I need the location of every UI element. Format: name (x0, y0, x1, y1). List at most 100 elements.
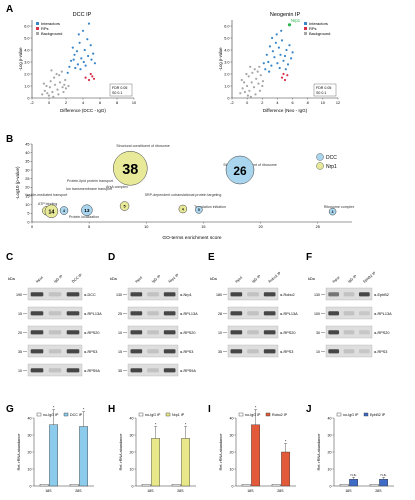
antibody-label: α-RPS3 (280, 350, 293, 354)
scatter-point-background (60, 70, 63, 73)
scatter-point-rps (84, 76, 87, 79)
bubble-nrp1 (119, 201, 130, 211)
y-tick-label: 20 (28, 450, 32, 454)
y-tick-label: 40 (328, 416, 332, 420)
bar-control (271, 484, 281, 487)
significance-mark: * (53, 405, 55, 409)
y-tick-label: 4.0 (24, 48, 29, 52)
panel-letter-a: A (6, 4, 13, 15)
scatter-point-interactors (83, 48, 86, 52)
blot-strip (325, 344, 373, 358)
blot-band (130, 292, 143, 297)
scatter-point-interactors (279, 53, 282, 56)
nrp1-callout: Nrp1 (291, 18, 301, 23)
legend-label: DCC IP (70, 413, 83, 417)
y-tick-label: 20 (230, 450, 234, 454)
x-axis-label: Difference (Neo - IgG) (263, 108, 308, 113)
scatter-point-rps (91, 75, 94, 78)
scatter-point-background (57, 93, 60, 96)
legend-label: RPs (41, 26, 49, 31)
blot-band (328, 349, 340, 354)
scatter-point-background (64, 78, 67, 82)
blot-band (328, 330, 340, 335)
scatter-point-background (257, 82, 260, 85)
scatter-point-background (245, 72, 248, 76)
scatter-point-background (52, 95, 55, 98)
scatter-point-interactors (280, 39, 284, 42)
kda-marker: 35 (18, 350, 22, 354)
lane-label: Input (35, 276, 44, 284)
go-annotation: Vesicle-mediated transport (25, 193, 68, 197)
bar-ip (181, 438, 190, 487)
scatter-point-background (58, 74, 61, 77)
bubbles: 38265144135454 (42, 151, 337, 219)
x-axis-label: GO-terms enrichment score (162, 235, 222, 241)
blot-band (147, 311, 159, 316)
scatter-point-background (43, 89, 46, 92)
scatter-point-interactors (81, 29, 85, 32)
significance-mark: * (83, 407, 85, 411)
panel-letter-j: J (306, 404, 312, 415)
scatter-point-background (249, 65, 252, 68)
scatter-point-interactors (270, 64, 273, 67)
y-tick-label: 3.0 (24, 60, 29, 64)
y-axis-label: Rel. rRNA abundance (119, 434, 123, 471)
blot-band (358, 292, 370, 297)
blot-band (130, 368, 143, 373)
blot-band (147, 292, 159, 297)
scatter-point-interactors (268, 45, 271, 48)
kda-marker: 10 (218, 331, 222, 335)
scatter-point-interactors (268, 70, 271, 73)
scatter-point-background (47, 94, 51, 97)
lane-label: Input (332, 276, 341, 284)
blot-band (66, 349, 80, 354)
blot-strip (27, 363, 83, 377)
x-tick-label: 28S (277, 489, 284, 493)
blot-strip (27, 325, 83, 339)
bar-ip (151, 438, 160, 487)
go-annotation: Ion transmembrane transport (66, 187, 112, 191)
x-tick-label: 2 (261, 101, 263, 105)
x-tick-label: 15 (201, 225, 205, 229)
bar-ip (379, 479, 388, 487)
blot-band (48, 368, 62, 373)
x-tick-labels: 0 5 10 15 20 25 (31, 222, 320, 229)
blot-strip (227, 287, 279, 301)
blot-band (263, 330, 276, 335)
kda-header: kDa (210, 277, 218, 281)
x-tick-label: 4 (276, 101, 278, 105)
scatter-point-background (55, 72, 58, 76)
blot-band (230, 311, 243, 316)
y-tick-labels: 45 40 35 30 25 20 15 10 5 0 (25, 142, 32, 224)
blot-band (66, 368, 80, 373)
scatter-point-background (62, 90, 65, 94)
y-tick-label: 6.0 (24, 24, 29, 28)
blot-band (48, 349, 62, 354)
kda-marker: 100 (314, 312, 320, 316)
x-tick-label: 20 (258, 225, 262, 229)
scatter-point-interactors (285, 48, 288, 52)
y-tick-label: 15 (25, 194, 29, 198)
scatter-point-interactors (278, 66, 281, 70)
scatter-point-interactors (277, 46, 280, 49)
legend-label: Nrp1 IP (172, 413, 185, 417)
y-tick-label: 45 (25, 142, 29, 146)
bubble-dcc (225, 155, 255, 185)
bubble-label: 5 (124, 205, 127, 209)
y-tick-label: 0 (27, 220, 29, 224)
blot-band (30, 311, 44, 316)
bar-control (241, 484, 251, 487)
significance-mark: * (285, 439, 287, 443)
bar-control (69, 484, 79, 487)
y-tick-label: 10 (230, 467, 234, 471)
go-annotation: ArsA complex (106, 185, 128, 189)
kda-marker: 10 (18, 369, 22, 373)
bubble-label: 4 (182, 207, 184, 211)
legend-label: EphB2 IP (370, 413, 386, 417)
scatter-point-interactors (283, 54, 287, 58)
scatter-point-rps (92, 77, 96, 80)
scatter-point-interactors (92, 52, 95, 55)
y-tick-label: 6.0 (224, 24, 229, 28)
bubble-nrp1 (113, 151, 148, 186)
